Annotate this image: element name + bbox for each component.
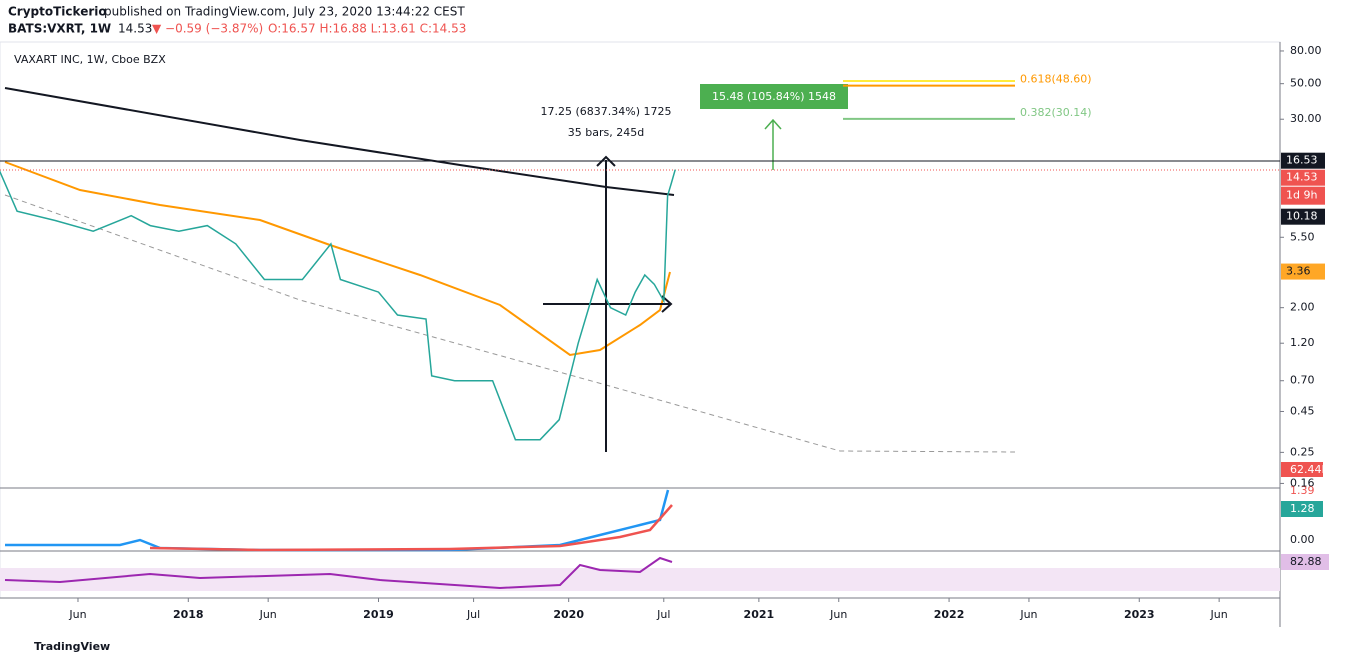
price-box	[1281, 169, 1325, 186]
rsi-line	[4, 556, 673, 590]
ema-line	[4, 87, 675, 196]
range-text: 17.25 (6837.34%) 1725	[540, 105, 671, 118]
y-tick-label: 80.00	[1290, 44, 1322, 57]
rsi-label: 82.88	[1290, 555, 1322, 568]
y-tick-label: 50.00	[1290, 77, 1322, 90]
y-tick-label: 5.50	[1290, 230, 1315, 243]
price-line	[0, 169, 676, 441]
chart-title: VAXART INC, 1W, Cboe BZX	[14, 53, 166, 66]
x-tick-label: Jul	[656, 608, 670, 621]
y-tick-label: 0.16	[1290, 476, 1315, 489]
x-tick-label: 2020	[553, 608, 584, 621]
x-tick-label: Jun	[68, 608, 86, 621]
x-tick-label: 2019	[363, 608, 394, 621]
x-tick-label: Jun	[259, 608, 277, 621]
signal-line	[149, 504, 673, 552]
price-box	[1281, 208, 1325, 225]
y-tick-label: 0.45	[1290, 404, 1315, 417]
footer[interactable]: TradingView	[34, 640, 110, 653]
rsi-box	[1281, 554, 1329, 570]
y-tick-label: 0.70	[1290, 374, 1315, 387]
macd-label: 0.00	[1290, 533, 1315, 546]
x-tick-label: 2021	[744, 608, 775, 621]
published: published on TradingView.com, July 23, 2…	[104, 5, 465, 19]
arrow-head	[764, 118, 782, 130]
last-price: 14.53	[118, 22, 152, 36]
measure-box	[700, 84, 848, 109]
x-tick-label: Jun	[1210, 608, 1228, 621]
author[interactable]: CryptoTickerio	[8, 5, 107, 19]
y-tick-label: 1.20	[1290, 336, 1315, 349]
price-box	[1281, 263, 1325, 280]
x-tick-label: 2022	[934, 608, 965, 621]
countdown: 1d 9h	[1286, 189, 1317, 202]
price-label: 14.53	[1286, 171, 1318, 184]
bars-text: 35 bars, 245d	[568, 126, 644, 139]
measure-text: 15.48 (105.84%) 1548	[712, 90, 836, 103]
volume-box	[1281, 462, 1323, 477]
x-tick-label: Jul	[466, 608, 480, 621]
price-label: 3.36	[1286, 265, 1311, 278]
arrow-head	[661, 295, 673, 313]
macd-box	[1281, 501, 1323, 517]
fib-label: 0.382(30.14)	[1020, 106, 1092, 119]
change: ▼ −0.59 (−3.87%)	[152, 22, 263, 36]
symbol: BATS:VXRT, 1W	[8, 22, 111, 36]
price-box	[1281, 152, 1325, 169]
countdown-box	[1281, 186, 1325, 205]
fib-label: 0.618(48.60)	[1020, 73, 1092, 86]
price-label: 10.18	[1286, 210, 1318, 223]
price-label: 16.53	[1286, 154, 1318, 167]
macd-label: 1.39	[1290, 484, 1315, 497]
x-tick-label: 2023	[1124, 608, 1155, 621]
macd-line	[5, 489, 670, 552]
y-tick-label: 30.00	[1290, 112, 1322, 125]
trend-line	[4, 194, 1016, 453]
ma-line	[4, 161, 671, 357]
x-tick-label: 2018	[173, 608, 204, 621]
macd-label: 1.28	[1290, 502, 1315, 515]
x-tick-label: Jun	[1019, 608, 1037, 621]
arrow-head	[596, 155, 616, 167]
volume-label: 62.44M	[1290, 463, 1331, 476]
y-tick-label: 0.25	[1290, 445, 1315, 458]
x-tick-label: Jun	[829, 608, 847, 621]
ohlc: O:16.57 H:16.88 L:13.61 C:14.53	[268, 22, 466, 36]
y-tick-label: 2.00	[1290, 301, 1315, 314]
